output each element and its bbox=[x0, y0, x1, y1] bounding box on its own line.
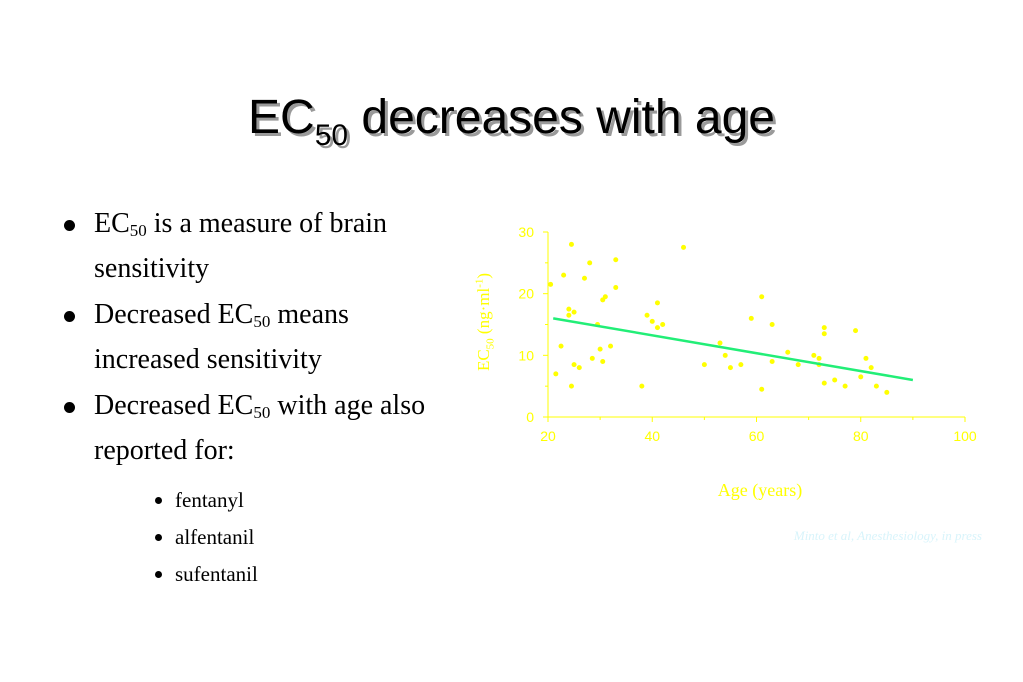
data-point bbox=[571, 362, 577, 368]
data-point bbox=[769, 322, 775, 327]
sub-bullet-dot-icon bbox=[155, 497, 162, 504]
data-point bbox=[884, 389, 890, 395]
data-point bbox=[602, 294, 608, 300]
data-point bbox=[644, 312, 650, 318]
data-point bbox=[811, 352, 817, 358]
data-point bbox=[858, 374, 864, 380]
x-axis-label: Age (years) bbox=[717, 480, 803, 500]
data-point bbox=[613, 257, 619, 263]
x-tick-label: 60 bbox=[749, 428, 765, 444]
y-tick-label: 20 bbox=[518, 286, 534, 302]
data-point bbox=[608, 343, 614, 349]
data-point bbox=[548, 281, 554, 287]
citation: Minto et al, Anesthesiology, in press bbox=[793, 528, 982, 543]
data-point bbox=[717, 340, 723, 346]
data-point bbox=[785, 349, 791, 355]
x-tick-label: 40 bbox=[644, 428, 660, 444]
data-point bbox=[561, 272, 567, 278]
bullet-item: Decreased EC50 with age also reported fo… bbox=[60, 387, 460, 470]
data-point bbox=[597, 346, 603, 352]
sub-bullet-dot-icon bbox=[155, 534, 162, 541]
x-tick-label: 80 bbox=[853, 428, 869, 444]
data-point bbox=[873, 383, 879, 389]
data-point bbox=[681, 244, 687, 250]
slide-title: EC50 decreases with age bbox=[248, 91, 775, 152]
bullet-dot-icon bbox=[64, 311, 75, 322]
sub-bullet-item: fentanyl bbox=[155, 482, 258, 519]
data-point bbox=[868, 365, 874, 371]
y-tick-label: 30 bbox=[518, 224, 534, 240]
data-point bbox=[759, 294, 765, 300]
data-point bbox=[821, 380, 827, 386]
data-point bbox=[654, 300, 660, 306]
sub-bullet-list: fentanyl alfentanil sufentanil bbox=[155, 482, 258, 593]
sub-bullet-item: alfentanil bbox=[155, 519, 258, 556]
data-point bbox=[649, 318, 655, 324]
data-point bbox=[654, 325, 660, 331]
data-point bbox=[568, 241, 574, 247]
data-point bbox=[795, 362, 801, 368]
data-point bbox=[842, 383, 848, 389]
data-point bbox=[748, 315, 754, 321]
data-point bbox=[816, 355, 822, 361]
data-point bbox=[821, 331, 827, 337]
data-point bbox=[660, 322, 666, 327]
data-point bbox=[863, 355, 869, 361]
data-point bbox=[727, 365, 733, 371]
data-point bbox=[821, 325, 827, 331]
bullet-dot-icon bbox=[64, 220, 75, 231]
data-point bbox=[568, 383, 574, 389]
data-point bbox=[853, 328, 859, 334]
bullet-dot-icon bbox=[64, 402, 75, 413]
data-point bbox=[566, 306, 572, 312]
data-point bbox=[759, 386, 765, 392]
data-point bbox=[571, 309, 577, 315]
data-point bbox=[553, 371, 559, 377]
data-point bbox=[832, 377, 838, 383]
sub-bullet-item: sufentanil bbox=[155, 556, 258, 593]
x-tick-label: 20 bbox=[540, 428, 556, 444]
data-point bbox=[576, 365, 582, 371]
y-axis-label: EC50 (ng·ml-1) bbox=[473, 272, 497, 372]
ec50-scatter-chart: 0 10 20 30 20 40 60 80 100 bbox=[518, 224, 977, 444]
data-point bbox=[600, 359, 606, 364]
data-point bbox=[566, 312, 572, 318]
data-point bbox=[769, 359, 775, 364]
data-point bbox=[738, 362, 744, 368]
data-point bbox=[581, 275, 587, 281]
data-point bbox=[587, 260, 593, 266]
data-point bbox=[722, 352, 728, 358]
bullet-item: Decreased EC50 means increased sensitivi… bbox=[60, 296, 460, 379]
data-point bbox=[613, 285, 619, 290]
x-tick-label: 100 bbox=[953, 428, 977, 444]
bullet-item: EC50 is a measure of brain sensitivity bbox=[60, 205, 460, 288]
data-point bbox=[701, 362, 707, 368]
regression-line bbox=[553, 317, 914, 382]
y-tick-label: 0 bbox=[526, 409, 534, 425]
sub-bullet-dot-icon bbox=[155, 571, 162, 578]
data-point bbox=[589, 355, 595, 361]
bullet-list: EC50 is a measure of brain sensitivity D… bbox=[60, 205, 460, 478]
data-point bbox=[558, 343, 564, 349]
data-point bbox=[639, 383, 645, 389]
y-tick-label: 10 bbox=[518, 347, 534, 363]
